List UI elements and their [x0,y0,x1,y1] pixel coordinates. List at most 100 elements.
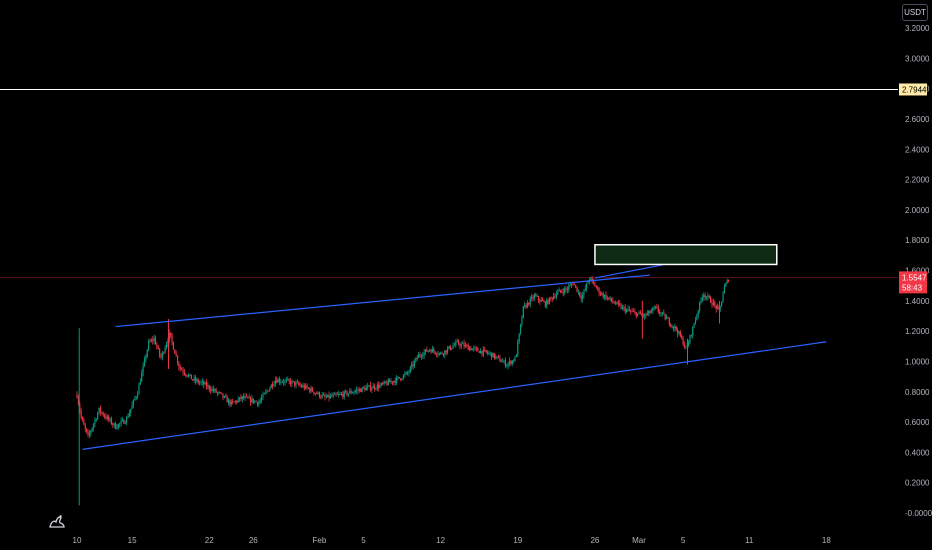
candle-body [612,300,614,303]
candle-body [667,317,669,319]
y-tick-label: 0.2000 [905,479,930,488]
candle-body [643,314,646,317]
candle-body [568,286,570,290]
candle-body [146,349,148,357]
candle-body [513,360,515,362]
candle-body [79,403,81,411]
candle-body [675,326,677,331]
candle-body [550,297,552,299]
x-tick-label: 22 [205,536,214,545]
drawings[interactable] [0,88,898,450]
candle-body [364,387,366,391]
candle-body [570,283,573,285]
candle-body [402,375,405,379]
target-zone-rectangle[interactable] [594,243,778,266]
candle-body [685,346,687,347]
candle-body [214,389,216,391]
candle-body [535,295,537,297]
candle-body [252,398,254,403]
candle-body [87,431,89,435]
candle-body [102,412,104,416]
candle-body [693,323,695,327]
candle-body [424,349,427,353]
candle-body [435,353,438,355]
candle-body [584,288,586,291]
candle-body [539,299,541,302]
candle-body [303,385,305,389]
candle-body [265,391,267,394]
candle-body [723,286,726,294]
candle-body [170,332,172,336]
candle-body [416,357,418,359]
candle-body [327,394,329,398]
x-tick-label: Feb [313,536,327,545]
candle-body [116,427,118,429]
candle-body [200,382,202,383]
y-tick-label: 1.6000 [905,267,930,276]
candle-body [222,393,224,398]
candle-body [306,385,308,388]
candle-body [201,381,203,383]
candle-body [218,392,220,393]
candle-body [338,394,340,395]
candle-body [530,297,533,299]
x-tick-label: 18 [822,536,831,545]
candle-body [554,296,556,298]
candle-body [362,387,365,389]
candle-body [210,389,212,391]
candle-body [150,339,152,342]
candle-body [427,350,429,352]
candle-body [587,282,589,284]
candle-body [649,310,651,313]
candle-body [566,289,568,290]
candle-body [466,345,468,346]
channel-lower-line[interactable] [82,341,827,450]
candle-body [423,352,425,356]
candle-body [187,375,190,377]
candle-body [715,304,717,310]
candle-body [597,287,599,289]
candle-body [467,345,469,350]
candle-body [372,385,374,389]
candle-body [477,348,479,352]
candle-body [400,378,402,380]
tradingview-logo-icon[interactable] [47,510,67,530]
candle-body [630,310,632,312]
candle-body [690,335,692,336]
x-tick-label: Mar [632,536,646,545]
channel-upper-line[interactable] [115,274,651,328]
candle-body [145,356,147,360]
candle-body [294,381,296,386]
candle-body [463,343,465,347]
candle-body [626,309,628,312]
candle-body [457,340,460,345]
candle-body [157,346,159,349]
candle-body [139,381,141,385]
y-tick-label: 0.8000 [905,388,930,397]
candle-body [248,397,250,399]
candle-body [575,284,577,287]
candle-body [288,379,290,382]
candle-body [559,290,562,292]
candle-body [555,293,557,297]
candle-body [459,344,461,347]
currency-button[interactable]: USDT [902,4,928,21]
candle-body [186,375,188,377]
candle-body [318,392,321,397]
candle-body [672,326,675,329]
candle-body [484,349,486,351]
candle-body [274,380,276,384]
candle-body [664,313,666,320]
candle-body [373,385,376,389]
candle-body [95,419,97,420]
candle-body [464,345,467,347]
x-tick-label: 19 [513,536,522,545]
candle-body [541,299,544,302]
candle-body [620,304,622,309]
candle-body [316,393,318,394]
candle-body [183,372,186,374]
candle-body [510,360,512,365]
candle-body [99,407,102,413]
candle-body [572,283,574,285]
